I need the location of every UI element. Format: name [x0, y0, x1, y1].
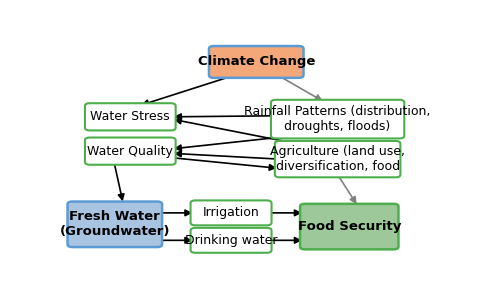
- FancyBboxPatch shape: [85, 103, 176, 130]
- Text: Food Security: Food Security: [298, 220, 401, 233]
- Text: Water Quality: Water Quality: [88, 145, 174, 158]
- Text: Irrigation: Irrigation: [202, 206, 260, 219]
- Text: Water Stress: Water Stress: [90, 110, 170, 123]
- Text: Fresh Water
(Groundwater): Fresh Water (Groundwater): [60, 210, 170, 238]
- Text: Drinking water: Drinking water: [185, 234, 278, 247]
- Text: Rainfall Patterns (distribution,
droughts, floods): Rainfall Patterns (distribution, drought…: [244, 105, 431, 133]
- Text: Agriculture (land use,
diversification, food: Agriculture (land use, diversification, …: [270, 145, 405, 173]
- FancyBboxPatch shape: [68, 202, 162, 247]
- FancyBboxPatch shape: [85, 138, 176, 165]
- FancyBboxPatch shape: [271, 100, 404, 138]
- Text: Climate Change: Climate Change: [198, 56, 315, 68]
- FancyBboxPatch shape: [275, 141, 400, 177]
- FancyBboxPatch shape: [190, 228, 272, 253]
- FancyBboxPatch shape: [300, 204, 398, 249]
- FancyBboxPatch shape: [190, 200, 272, 225]
- FancyBboxPatch shape: [209, 46, 304, 78]
